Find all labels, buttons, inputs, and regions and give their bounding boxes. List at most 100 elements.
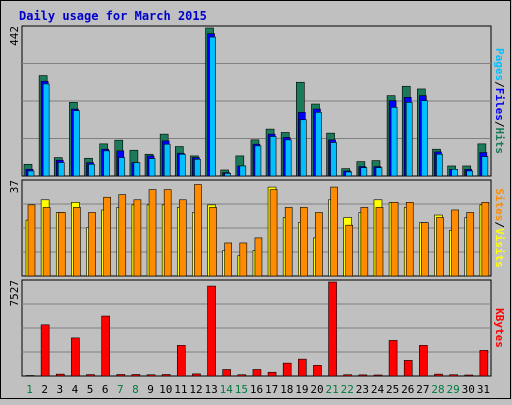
bar-pages-day-7 <box>118 157 126 177</box>
bar-kbytes-day-10 <box>161 374 171 377</box>
x-tick-label-day-28: 28 <box>431 383 444 396</box>
x-tick-label-day-23: 23 <box>356 383 369 396</box>
bar-pages-day-31 <box>481 156 489 177</box>
bar-kbytes-day-16 <box>252 369 262 377</box>
bar-kbytes-day-8 <box>131 374 141 377</box>
bar-kbytes-day-27 <box>419 345 428 377</box>
panel-legend: Pages/Files/Hits <box>493 48 506 154</box>
bar-pages-day-10 <box>163 143 171 177</box>
bar-kbytes-day-24 <box>373 374 383 377</box>
bar-kbytes-day-9 <box>146 374 156 377</box>
bar-kbytes-day-19 <box>298 358 307 377</box>
bar-kbytes-day-12 <box>192 373 201 377</box>
bar-sites-day-3 <box>57 212 66 277</box>
bar-sites-day-2 <box>42 207 51 277</box>
x-tick-label-day-20: 20 <box>310 383 323 396</box>
x-tick-label-day-27: 27 <box>416 383 429 396</box>
y-axis-max-label: 37 <box>8 180 21 193</box>
x-tick-label-day-15: 15 <box>235 383 248 396</box>
panel-legend: Sites/Visits <box>493 188 506 268</box>
bar-kbytes-day-29 <box>449 374 458 377</box>
bar-sites-day-17 <box>269 189 278 277</box>
bar-sites-day-22 <box>345 224 354 277</box>
bar-pages-day-28 <box>436 153 443 177</box>
bar-sites-day-30 <box>466 212 475 277</box>
bar-pages-day-22 <box>345 171 353 177</box>
bar-pages-day-30 <box>466 170 474 177</box>
x-tick-label-day-17: 17 <box>265 383 278 396</box>
bar-kbytes-day-21 <box>328 281 337 377</box>
x-tick-label-day-4: 4 <box>72 383 79 396</box>
bar-sites-day-12 <box>194 184 202 277</box>
bar-kbytes-day-28 <box>434 373 443 377</box>
bar-kbytes-day-30 <box>464 374 474 377</box>
bar-kbytes-day-23 <box>358 374 368 377</box>
x-tick-label-day-7: 7 <box>117 383 124 396</box>
bar-sites-day-11 <box>178 199 187 277</box>
bar-sites-day-9 <box>148 189 157 277</box>
legend-pages: Pages <box>493 48 506 81</box>
bar-pages-day-29 <box>451 169 458 177</box>
bar-sites-day-18 <box>284 207 293 277</box>
bar-pages-day-1 <box>27 170 35 177</box>
bar-kbytes-day-14 <box>222 369 231 377</box>
panel-legend: KBytes <box>493 308 506 348</box>
bar-pages-day-25 <box>390 107 398 177</box>
x-tick-label-day-30: 30 <box>462 383 475 396</box>
legend-sites: Sites <box>493 188 506 221</box>
y-axis-max-label: 7527 <box>8 280 21 307</box>
bar-pages-day-21 <box>330 142 337 177</box>
bar-kbytes-day-5 <box>86 374 95 377</box>
x-tick-label-day-26: 26 <box>401 383 414 396</box>
bar-sites-day-13 <box>209 207 217 277</box>
panel-3: 7527 KBytes <box>8 279 506 377</box>
bar-kbytes-day-1 <box>25 375 35 377</box>
bar-sites-day-23 <box>360 207 369 277</box>
bar-sites-day-21 <box>330 186 338 277</box>
bar-kbytes-day-7 <box>116 374 126 377</box>
legend-visits: Visits <box>493 228 506 268</box>
bar-pages-day-9 <box>148 158 156 177</box>
bar-pages-day-23 <box>360 167 368 177</box>
bar-kbytes-day-6 <box>101 315 110 377</box>
legend-separator: / <box>493 121 506 128</box>
bar-sites-day-16 <box>254 237 263 277</box>
x-tick-label-day-11: 11 <box>174 383 187 396</box>
bar-kbytes-day-26 <box>403 360 413 377</box>
bar-kbytes-day-18 <box>282 362 292 377</box>
bar-pages-day-18 <box>284 139 292 177</box>
bar-sites-day-31 <box>481 202 490 277</box>
x-tick-label-day-18: 18 <box>280 383 293 396</box>
bar-sites-day-27 <box>421 222 429 277</box>
bar-pages-day-13 <box>209 36 216 177</box>
bar-sites-day-19 <box>300 207 308 277</box>
bar-sites-day-28 <box>436 217 444 277</box>
bar-kbytes-day-15 <box>237 374 247 377</box>
bar-kbytes-day-2 <box>40 324 50 377</box>
x-tick-label-day-31: 31 <box>477 383 490 396</box>
x-tick-label-day-24: 24 <box>371 383 385 396</box>
bar-kbytes-day-11 <box>176 345 186 377</box>
legend-files: Files <box>493 88 506 121</box>
bar-pages-day-15 <box>239 165 247 177</box>
bar-pages-day-4 <box>73 110 80 177</box>
bar-sites-day-24 <box>375 207 384 277</box>
x-tick-label-day-25: 25 <box>386 383 399 396</box>
panel-2: 37 Sites/Visits <box>8 179 506 277</box>
bar-sites-day-6 <box>103 196 111 277</box>
bar-pages-day-12 <box>194 158 201 177</box>
bar-pages-day-24 <box>375 167 383 177</box>
x-tick-label-day-2: 2 <box>41 383 48 396</box>
bar-sites-day-25 <box>390 202 399 277</box>
x-tick-label-day-12: 12 <box>189 383 202 396</box>
bar-kbytes-day-20 <box>313 365 322 377</box>
x-tick-label-day-6: 6 <box>102 383 109 396</box>
legend-hits: Hits <box>493 128 506 155</box>
bar-sites-day-5 <box>88 212 96 277</box>
legend-separator: / <box>493 221 506 228</box>
chart-title: Daily usage for March 2015 <box>19 9 207 23</box>
